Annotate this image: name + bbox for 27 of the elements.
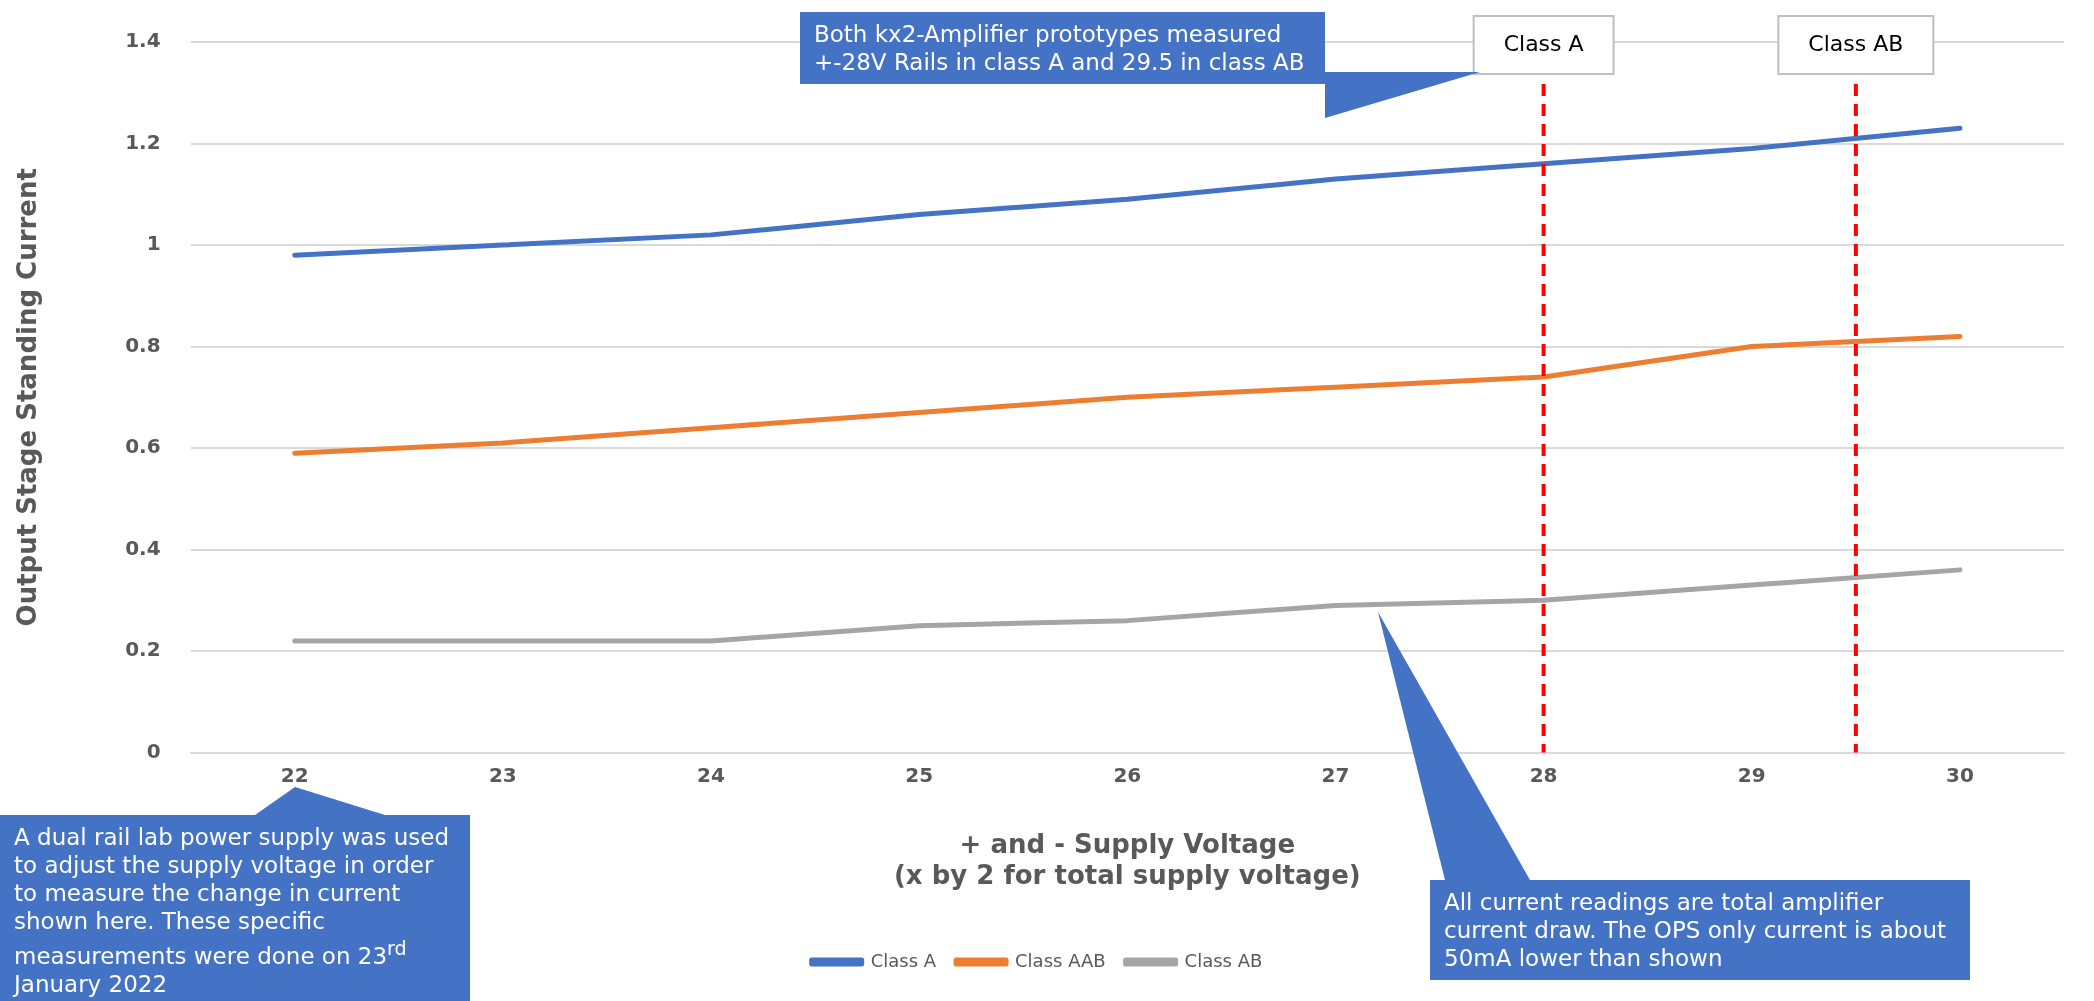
x-tick-label: 27 <box>1321 762 1350 787</box>
y-tick-label: 0.2 <box>125 637 161 662</box>
x-tick-label: 23 <box>488 762 517 787</box>
annotation: Both kx2-Amplifier prototypes measured +-28V Rails in class A and 29.5 in class AB <box>813 20 1306 77</box>
y-tick-label: 0 <box>146 738 161 763</box>
x-tick-label: 30 <box>1946 762 1974 787</box>
y-tick-label: 0.6 <box>125 434 161 459</box>
y-axis-title: Output Stage Standing Current <box>12 168 43 627</box>
x-tick-label: 29 <box>1737 762 1766 787</box>
x-tick-label: 22 <box>280 762 309 787</box>
ref-line-label: Class A <box>1503 30 1584 56</box>
legend-label: Class AB <box>1184 949 1263 971</box>
x-tick-label: 26 <box>1113 762 1142 787</box>
legend-label: Class AAB <box>1015 949 1106 971</box>
x-tick-label: 25 <box>905 762 934 787</box>
y-tick-label: 1 <box>146 231 161 256</box>
y-tick-label: 0.4 <box>125 535 161 560</box>
callout-box: A dual rail lab power supply was used to adjust the supply voltage in order to measure the change in current shown here. These specific measurements were done on 23$^{rd}$ January 2022 <box>0 787 470 1001</box>
y-tick-label: 1.2 <box>125 129 161 154</box>
ref-line-label: Class AB <box>1808 30 1904 56</box>
x-tick-label: 24 <box>697 762 725 787</box>
callout-box: Both kx2-Amplifier prototypes measured +-28V Rails in class A and 29.5 in class AB <box>800 12 1480 118</box>
y-tick-label: 1.4 <box>125 28 161 53</box>
y-tick-label: 0.8 <box>125 332 161 357</box>
x-tick-label: 28 <box>1529 762 1558 787</box>
x-axis-title: + and - Supply Voltage (x by 2 for total supply voltage) <box>893 828 1361 891</box>
legend-label: Class A <box>870 949 937 971</box>
